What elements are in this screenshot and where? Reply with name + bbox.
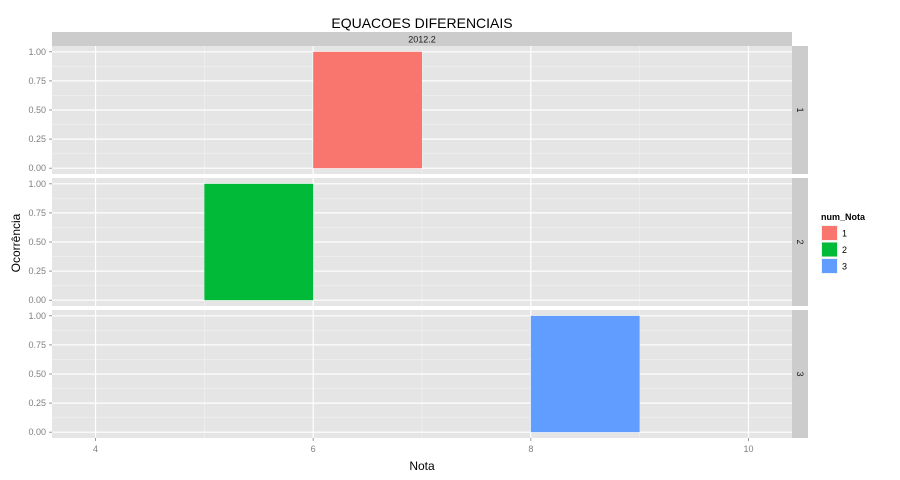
- facet-strip-label: 2: [795, 239, 805, 244]
- y-tick-label: 0.25: [28, 266, 46, 276]
- y-tick-label: 0.50: [28, 369, 46, 379]
- legend-label: 2: [842, 245, 847, 255]
- y-tick-label: 0.00: [28, 163, 46, 173]
- y-tick-label: 1.00: [28, 47, 46, 57]
- facet-panel-1: 0.00 0.25 0.50 0.75 1.00 1: [28, 46, 808, 174]
- facet-panel-3: 0.00 0.25 0.50 0.75 1.00 3: [28, 310, 808, 438]
- y-tick-label: 0.25: [28, 134, 46, 144]
- legend-swatch-1: [822, 226, 837, 240]
- y-tick-label: 0.00: [28, 295, 46, 305]
- legend-label: 1: [842, 229, 847, 239]
- y-tick-label: 0.75: [28, 76, 46, 86]
- top-strip: 2012.2: [52, 32, 792, 46]
- y-tick-label: 0.75: [28, 340, 46, 350]
- facet-strip-label: 1: [795, 107, 805, 112]
- bar-1: [313, 51, 422, 169]
- y-tick-label: 0.00: [28, 427, 46, 437]
- facet-strip: [792, 310, 808, 438]
- y-tick-label: 1.00: [28, 179, 46, 189]
- bar-3: [530, 315, 640, 433]
- x-tick-label: 8: [528, 444, 533, 454]
- legend-swatch-3: [822, 259, 837, 273]
- bar-2: [204, 183, 314, 301]
- x-tick-label: 4: [93, 444, 98, 454]
- y-tick-label: 0.25: [28, 398, 46, 408]
- y-tick-label: 0.75: [28, 208, 46, 218]
- x-tick-label: 6: [311, 444, 316, 454]
- facet-panels: 0.00 0.25 0.50 0.75 1.00 1 0.00 0.25 0.50 0.75 1.0…: [28, 46, 808, 438]
- legend-title: num_Nota: [821, 212, 866, 222]
- x-tick-label: 10: [743, 444, 753, 454]
- legend: num_Nota 1 2 3: [821, 212, 866, 274]
- facet-panel-2: 0.00 0.25 0.50 0.75 1.00 2: [28, 178, 808, 306]
- x-axis-title: Nota: [409, 459, 435, 473]
- top-strip-background: [52, 32, 792, 46]
- top-strip-label: 2012.2: [408, 35, 436, 45]
- facet-strip: [792, 46, 808, 174]
- legend-label: 3: [842, 262, 847, 272]
- facet-strip-label: 3: [795, 371, 805, 376]
- facet-strip: [792, 178, 808, 306]
- y-tick-label: 0.50: [28, 105, 46, 115]
- y-tick-label: 0.50: [28, 237, 46, 247]
- legend-keys: 1 2 3: [821, 225, 847, 274]
- y-tick-label: 1.00: [28, 311, 46, 321]
- legend-swatch-2: [822, 242, 837, 257]
- x-axis: 4 6 8 10: [93, 438, 753, 454]
- y-axis-title: Ocorrência: [9, 213, 23, 272]
- chart-title: EQUACOES DIFERENCIAIS: [331, 15, 512, 31]
